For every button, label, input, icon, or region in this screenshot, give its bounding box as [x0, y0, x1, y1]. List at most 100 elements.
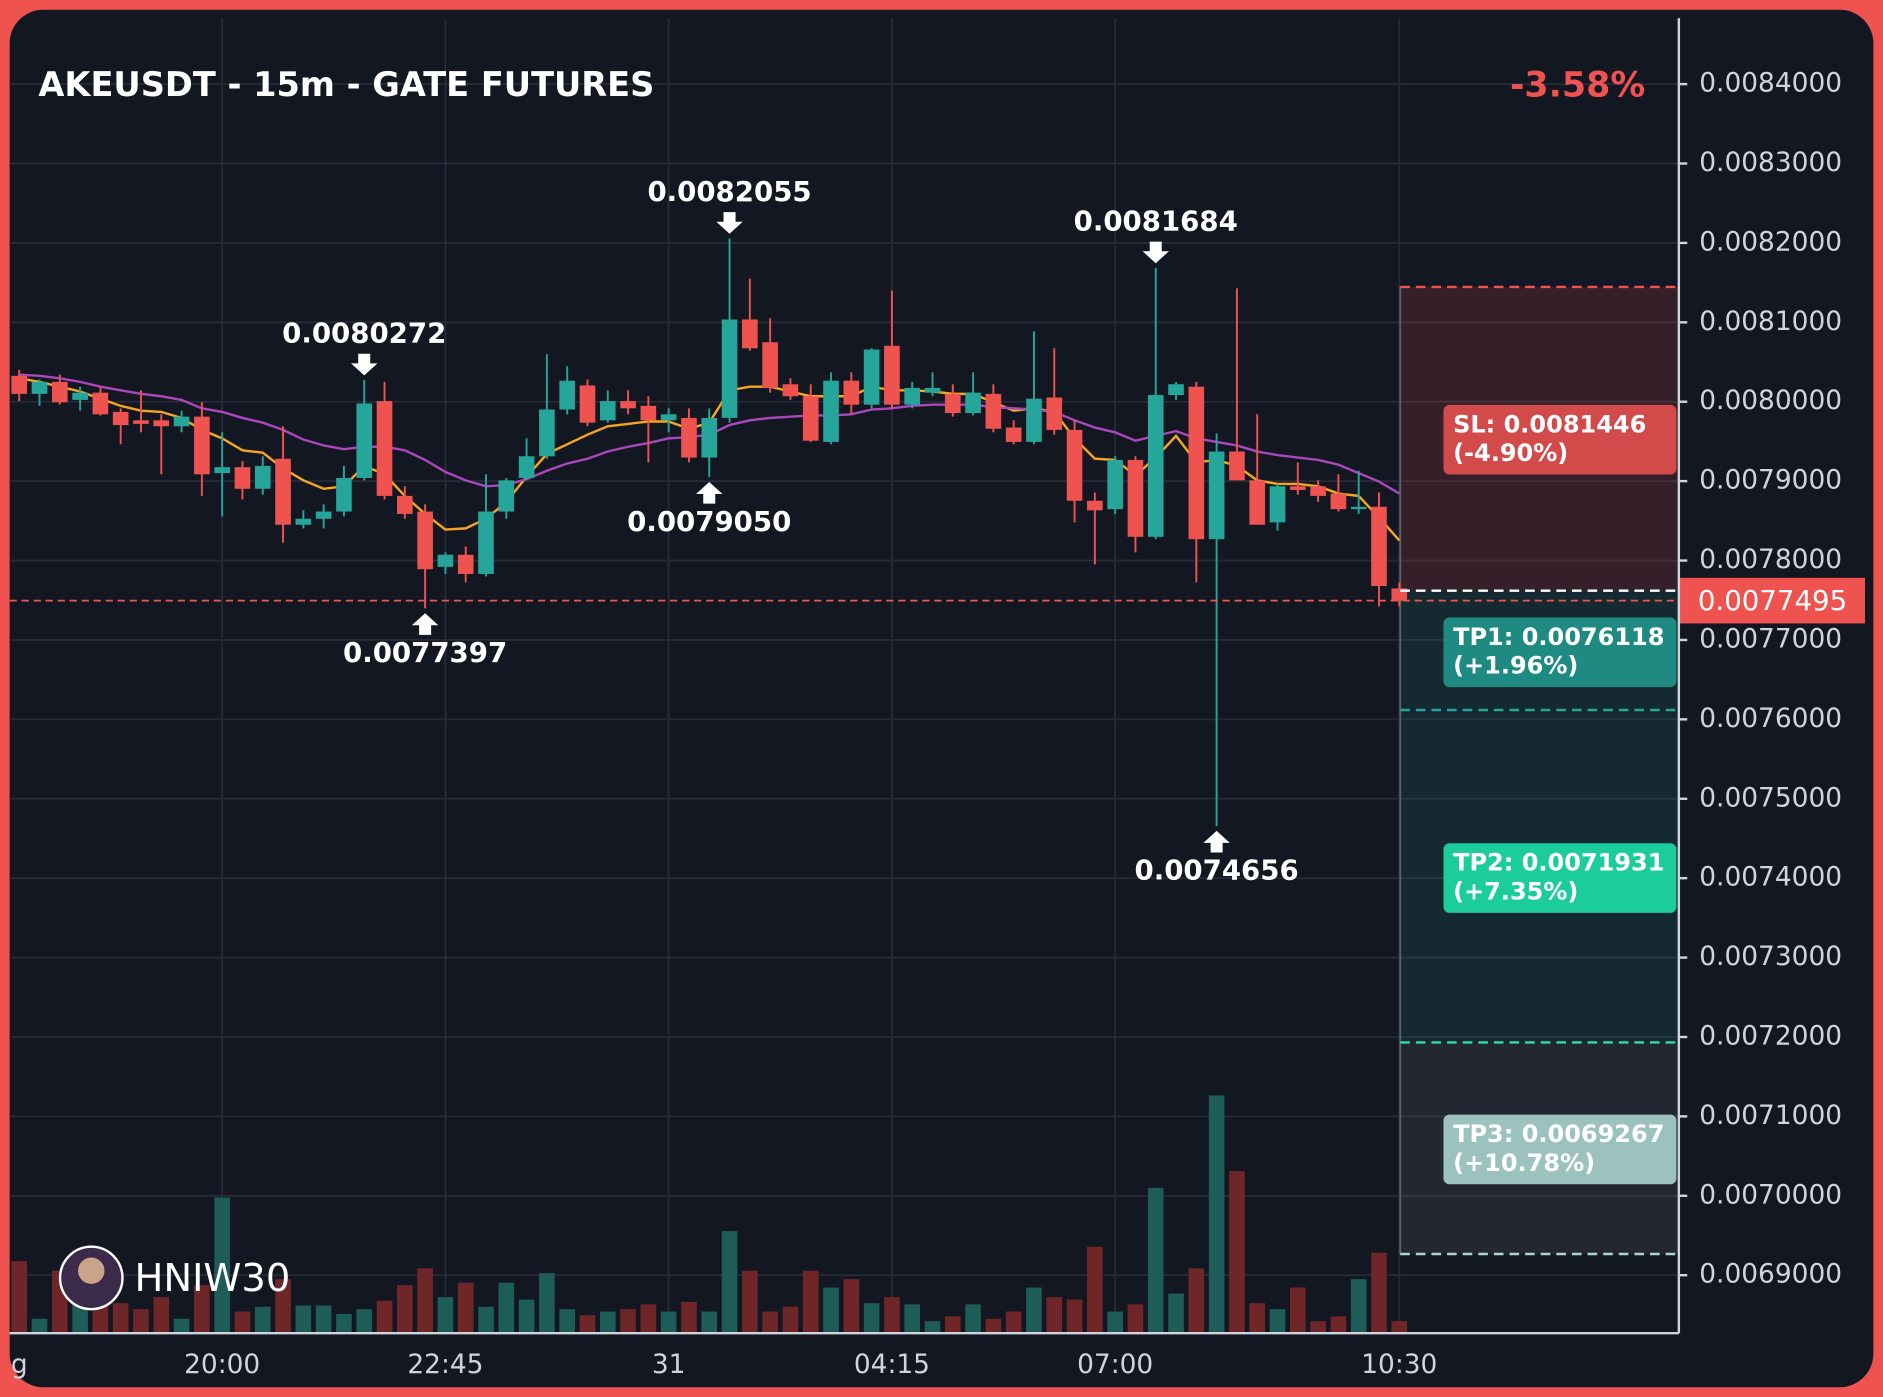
volume-bar: [904, 1304, 921, 1334]
plot: [9, 238, 1679, 1334]
candle-body: [194, 416, 210, 475]
volume-bar: [721, 1231, 738, 1334]
candle-body: [234, 467, 251, 489]
volume-bar: [1289, 1287, 1306, 1334]
candle-body: [843, 380, 860, 405]
volume-bar: [640, 1304, 657, 1334]
candle-body: [397, 495, 413, 514]
y-tick-label: 0.0082000: [1699, 226, 1842, 257]
candle-body: [31, 381, 48, 394]
annotation-arrow: [716, 212, 743, 234]
watermark: HNIW30: [135, 1256, 291, 1301]
candle-body: [559, 380, 575, 410]
volume-bar: [234, 1311, 251, 1334]
y-tick-label: 0.0079000: [1699, 465, 1842, 496]
volume-bar: [1066, 1299, 1083, 1334]
level-box: [1443, 617, 1677, 688]
annotation-label: 0.0080272: [282, 316, 446, 349]
annotation-arrow: [696, 481, 723, 504]
candle-body: [1147, 395, 1164, 537]
candle-body: [336, 477, 352, 512]
volume-bar: [153, 1297, 170, 1334]
volume-bar: [762, 1311, 778, 1334]
annotation-label: 0.0081684: [1074, 204, 1238, 237]
candle-body: [112, 411, 129, 426]
volume-bar: [1310, 1321, 1326, 1334]
candle-body: [1087, 500, 1103, 511]
volume-bar: [1269, 1309, 1286, 1334]
candle-body: [133, 420, 149, 424]
volume-bar: [1350, 1279, 1367, 1334]
candle-body: [1066, 429, 1083, 501]
candle-body: [275, 458, 291, 525]
candle-body: [539, 409, 555, 457]
volume-bar: [478, 1306, 494, 1334]
y-tick-label: 0.0080000: [1699, 385, 1842, 416]
candle-body: [985, 393, 1002, 429]
candle-body: [681, 417, 697, 458]
candle-body: [376, 401, 393, 496]
y-tick-label: 0.0073000: [1699, 941, 1842, 972]
y-tick-label: 0.0072000: [1699, 1020, 1842, 1051]
candle-body: [823, 380, 839, 442]
volume-bar: [1371, 1252, 1387, 1334]
candle-body: [1229, 451, 1245, 481]
candle-body: [478, 511, 494, 574]
level-sublabel: (+7.35%): [1453, 877, 1578, 905]
annotation-label: 0.0079050: [627, 505, 791, 538]
change: -3.58%: [1510, 66, 1645, 106]
candle-body: [863, 349, 880, 405]
candle-body: [315, 511, 332, 519]
volume-bar: [295, 1305, 312, 1334]
x-tick-label: 22:45: [407, 1349, 483, 1380]
volume-bar: [539, 1273, 555, 1334]
candle-body: [457, 554, 474, 574]
volume-bar: [1168, 1293, 1184, 1334]
candle-body: [214, 467, 230, 474]
candle-body: [1026, 398, 1042, 442]
candle-body: [1188, 386, 1205, 540]
annotation-label: 0.0077397: [343, 636, 507, 669]
volume-bar: [843, 1279, 860, 1334]
candle-body: [1127, 459, 1144, 537]
volume-bar: [559, 1309, 575, 1334]
candle-body: [742, 319, 758, 349]
candle-body: [1046, 397, 1063, 430]
candle-body: [640, 405, 657, 421]
candle-body: [904, 387, 921, 405]
volume-bar: [802, 1270, 819, 1334]
candle-body: [1005, 427, 1022, 442]
volume-bar: [214, 1197, 230, 1334]
volume-bar: [1026, 1287, 1042, 1334]
candle-body: [965, 392, 981, 414]
volume-bar: [437, 1297, 454, 1334]
volume-bar: [1391, 1321, 1408, 1334]
annotation-arrow: [351, 353, 378, 376]
price-tag-label: 0.0077495: [1698, 584, 1847, 617]
candle-body: [599, 401, 616, 421]
candle-body: [701, 417, 718, 458]
annotation-label: 0.0082055: [647, 175, 811, 208]
candle-body: [153, 420, 170, 427]
volume-bar: [254, 1306, 271, 1334]
volume-bar: [336, 1313, 352, 1334]
candle-body: [782, 384, 799, 397]
volume-bar: [397, 1285, 413, 1334]
candle-body: [660, 414, 677, 421]
volume-bar: [1249, 1303, 1266, 1334]
volume-bar: [315, 1305, 332, 1334]
candle-body: [802, 396, 819, 441]
volume-bar: [1229, 1171, 1245, 1334]
volume-bar: [782, 1306, 799, 1334]
volume-bar: [599, 1311, 616, 1334]
volume-bar: [1046, 1297, 1063, 1334]
y-tick-label: 0.0070000: [1699, 1179, 1842, 1210]
volume-bar: [681, 1301, 697, 1334]
volume-bar: [1127, 1304, 1144, 1334]
price-tag: [1678, 577, 1865, 624]
candle-body: [92, 392, 109, 415]
candle-body: [72, 392, 88, 400]
level-box: [1443, 1114, 1677, 1185]
